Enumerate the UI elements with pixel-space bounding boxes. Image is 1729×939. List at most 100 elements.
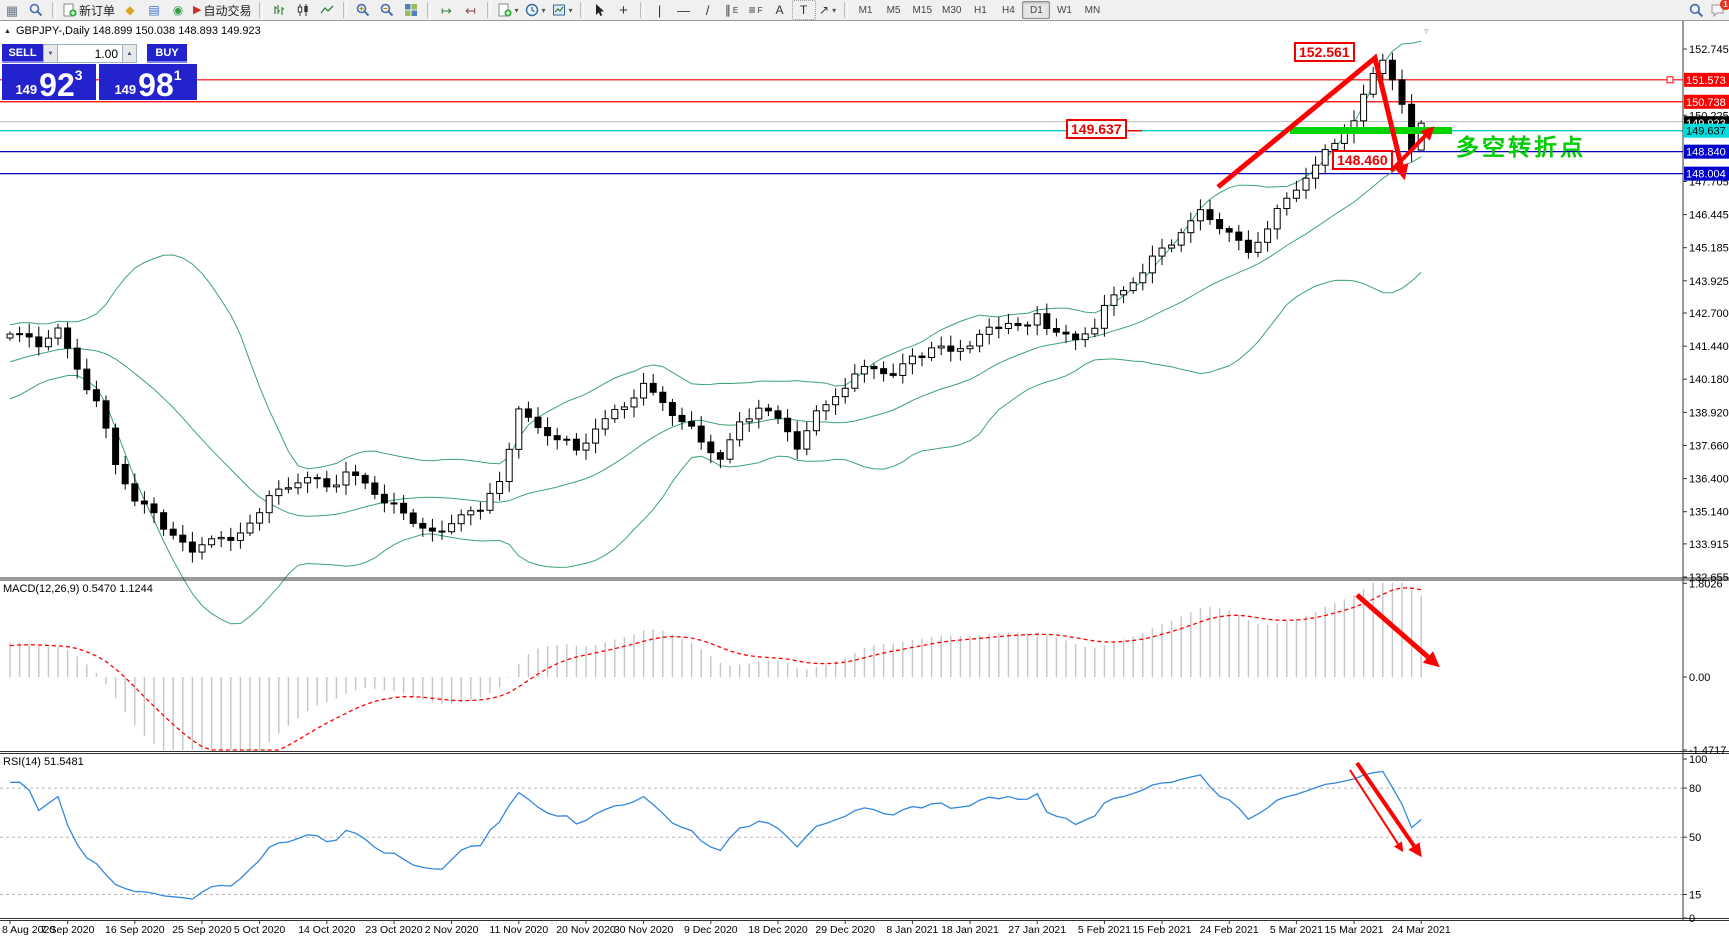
trend-arrow-head (1420, 126, 1435, 141)
timeframe-mn[interactable]: MN (1084, 4, 1101, 16)
volume-input[interactable] (58, 44, 122, 63)
price-axis-tick-label: 137.660 (1689, 440, 1729, 452)
vertical-line-tool[interactable]: | (657, 2, 662, 18)
buy-button[interactable]: BUY (147, 44, 187, 63)
time-axis-label: 30 Nov 2020 (614, 924, 674, 936)
chart-shift-marker-icon[interactable]: ▿ (1424, 26, 1429, 36)
bollinger-middle-band (9, 156, 1422, 517)
price-axis-badge-label: 151.573 (1686, 75, 1726, 87)
price-axis-tick-label: 133.915 (1689, 539, 1729, 551)
price-axis-badge-label: 148.004 (1686, 169, 1726, 181)
toolbar-separator (426, 2, 431, 18)
buy-price-button[interactable]: 149 98 1 (99, 64, 197, 101)
trendline-tool[interactable]: / (705, 2, 710, 18)
timeframe-w1[interactable]: W1 (1056, 4, 1072, 16)
price-axis-badge (1684, 72, 1729, 87)
rsi-axis-label: 0 (1689, 913, 1695, 925)
trend-arrow (1216, 53, 1404, 189)
support-zone-bar (1290, 127, 1452, 134)
rsi-axis-label: 15 (1689, 889, 1701, 901)
annotation-text-turning-point[interactable]: 多空转折点 (1456, 134, 1586, 160)
timeframe-m5[interactable]: M5 (886, 4, 901, 16)
price-annotation-box[interactable]: 152.561 (1294, 42, 1355, 62)
price-axis-tick-label: 138.920 (1689, 407, 1729, 419)
trend-arrow-head (1393, 163, 1409, 181)
candles-layer (6, 52, 1425, 563)
time-axis-label: 9 Dec 2020 (684, 924, 738, 936)
market-terminal-icon[interactable]: ▤ (148, 3, 160, 17)
timeframe-m1[interactable]: M1 (858, 4, 873, 16)
trend-arrow-head (1408, 842, 1422, 858)
buy-price-small: 149 (114, 82, 137, 97)
buy-price-sup: 1 (173, 67, 182, 83)
zoom-out-icon[interactable] (375, 0, 399, 20)
rsi-line (9, 770, 1422, 900)
rsi-axis-label: 50 (1689, 832, 1701, 844)
price-axis-tick-label: 135.140 (1689, 507, 1729, 519)
auto-trading-button[interactable]: ▶ 自动交易 (193, 3, 252, 18)
price-axis-tick-label: 132.655 (1689, 572, 1729, 584)
timeframe-m30[interactable]: M30 (942, 4, 962, 16)
price-axis-tick-label: 146.445 (1689, 210, 1729, 222)
add-indicator-button[interactable]: ▾ (495, 0, 522, 20)
signals-icon[interactable]: ◉ (172, 3, 184, 17)
price-axis-tick-label: 142.700 (1689, 308, 1729, 320)
candlestick-chart-icon[interactable] (291, 0, 315, 20)
price-axis-tick-label: 152.745 (1689, 44, 1729, 56)
bar-chart-icon[interactable] (267, 0, 291, 20)
time-axis-label: 23 Oct 2020 (365, 924, 422, 936)
timeframe-h4[interactable]: H4 (1002, 4, 1015, 16)
mql-editor-icon[interactable]: ◆ (125, 3, 135, 17)
search-icon[interactable] (1689, 3, 1704, 18)
zoom-in-icon[interactable] (351, 0, 375, 20)
price-axis-tick-label: 145.185 (1689, 243, 1729, 255)
arrows-tool[interactable]: ↗ ▾ (819, 3, 837, 17)
volume-increase-button[interactable]: ▲ (122, 44, 137, 63)
collapse-chart-icon[interactable]: ▲ (4, 27, 11, 35)
spin-down-icon: ▼ (47, 50, 54, 57)
chart-title: ▲ GBPJPY-,Daily 148.899 150.038 148.893 … (4, 25, 261, 37)
macd-axis-label: 1.8026 (1689, 578, 1723, 590)
price-annotation-box[interactable]: 148.460 (1332, 150, 1393, 170)
cursor-icon[interactable] (588, 0, 612, 20)
crosshair-icon[interactable]: + (619, 1, 628, 19)
time-axis-label: 29 Dec 2020 (815, 924, 875, 936)
tile-windows-icon[interactable] (399, 0, 423, 20)
volume-decrease-button[interactable]: ▼ (43, 44, 58, 63)
text-tool[interactable]: A (775, 3, 784, 17)
time-axis-label: 5 Mar 2021 (1270, 924, 1323, 936)
timeframe-d1[interactable]: D1 (1022, 1, 1051, 19)
price-axis-badge-label: 148.840 (1686, 147, 1726, 159)
toolbar-separator (486, 2, 491, 18)
timeframe-m15[interactable]: M15 (912, 4, 932, 16)
horizontal-line-tool[interactable]: — (677, 2, 691, 18)
toolbar: ▦ 新订单 ◆ ▤ ◉ ▶ 自动交易 ↦ ↤ ▾ ▾ ▾ + | — / ∥ E ≡ F A T ↗ ▾ M1 M5 M15 M30 H… (0, 0, 1729, 21)
price-annotation-box[interactable]: 149.637 (1066, 119, 1127, 139)
trend-arrow (1389, 134, 1427, 173)
toolbar-separator (52, 2, 56, 18)
time-axis-label: 16 Sep 2020 (105, 924, 165, 936)
fibonacci-tool[interactable]: ≡ F (748, 3, 763, 17)
line-chart-icon[interactable] (315, 0, 339, 20)
new-chart-icon[interactable]: ▦ (5, 2, 19, 18)
time-axis-label: 15 Mar 2021 (1325, 924, 1384, 936)
timeframe-h1[interactable]: H1 (974, 4, 987, 16)
price-axis-badge (1684, 123, 1729, 138)
template-button[interactable]: ▾ (549, 0, 576, 20)
notifications-icon[interactable]: 1 (1710, 0, 1729, 17)
sell-price-button[interactable]: 149 92 3 (2, 64, 96, 101)
chart-shift-icon[interactable]: ↤ (465, 2, 476, 18)
sell-button[interactable]: SELL (2, 44, 43, 63)
period-selector-button[interactable]: ▾ (522, 0, 549, 20)
toolbar-separator (579, 2, 584, 18)
new-order-button[interactable]: 新订单 (60, 0, 118, 20)
auto-scroll-icon[interactable]: ↦ (441, 2, 452, 18)
channel-tool[interactable]: ∥ E (724, 3, 739, 17)
profiles-icon[interactable] (24, 0, 48, 20)
toolbar-separator (342, 2, 347, 18)
text-label-tool[interactable]: T (791, 0, 816, 20)
rsi-axis-label: 80 (1689, 783, 1701, 795)
